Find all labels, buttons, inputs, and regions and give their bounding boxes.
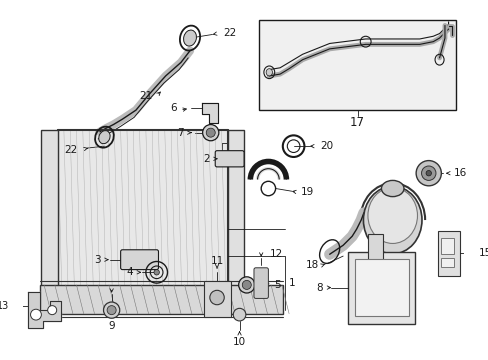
Text: 22: 22	[64, 145, 77, 155]
Text: 2: 2	[203, 154, 209, 164]
Text: 7: 7	[177, 128, 183, 138]
Polygon shape	[28, 292, 61, 328]
Text: 14: 14	[372, 278, 385, 288]
Bar	[441, 238, 453, 254]
Text: 18: 18	[305, 260, 318, 270]
Bar	[367, 234, 382, 261]
Circle shape	[103, 302, 120, 318]
Text: 20: 20	[320, 141, 333, 151]
Text: 9: 9	[108, 321, 115, 331]
Bar	[347, 252, 414, 324]
Polygon shape	[202, 103, 218, 123]
Text: 5: 5	[273, 280, 280, 290]
Text: 16: 16	[453, 168, 466, 178]
Bar	[203, 281, 230, 318]
FancyBboxPatch shape	[121, 250, 158, 270]
Circle shape	[107, 306, 116, 315]
Circle shape	[233, 308, 245, 321]
FancyBboxPatch shape	[253, 268, 268, 298]
Circle shape	[30, 309, 41, 320]
Text: 15: 15	[478, 248, 488, 258]
Ellipse shape	[183, 30, 196, 46]
Bar	[441, 258, 453, 267]
Circle shape	[206, 128, 215, 137]
Text: 6: 6	[169, 103, 176, 113]
Ellipse shape	[367, 188, 417, 243]
Bar	[227, 130, 244, 301]
Text: 10: 10	[232, 337, 245, 347]
FancyBboxPatch shape	[215, 151, 244, 167]
Text: 19: 19	[300, 187, 313, 197]
Circle shape	[242, 280, 251, 289]
Text: 1: 1	[288, 278, 295, 288]
Circle shape	[154, 270, 159, 275]
Text: 22: 22	[223, 28, 236, 38]
Circle shape	[47, 306, 57, 315]
Text: 3: 3	[94, 255, 101, 265]
Text: 17: 17	[349, 116, 365, 129]
Bar	[259, 20, 455, 110]
Circle shape	[202, 125, 219, 141]
Ellipse shape	[381, 180, 403, 197]
Circle shape	[425, 171, 430, 176]
Text: 8: 8	[315, 283, 322, 293]
Bar	[58, 130, 227, 301]
Bar	[354, 259, 408, 316]
Bar	[41, 130, 58, 301]
Circle shape	[415, 161, 441, 186]
Bar	[437, 231, 459, 276]
Bar	[40, 285, 282, 314]
Circle shape	[209, 290, 224, 305]
Circle shape	[238, 277, 254, 293]
Ellipse shape	[363, 186, 421, 254]
Ellipse shape	[99, 131, 110, 144]
Circle shape	[421, 166, 435, 180]
Text: 21: 21	[139, 91, 152, 101]
Text: 12: 12	[270, 249, 283, 259]
Text: 13: 13	[0, 301, 9, 311]
Text: 4: 4	[126, 267, 133, 277]
Ellipse shape	[265, 69, 272, 76]
Text: 11: 11	[210, 256, 223, 266]
